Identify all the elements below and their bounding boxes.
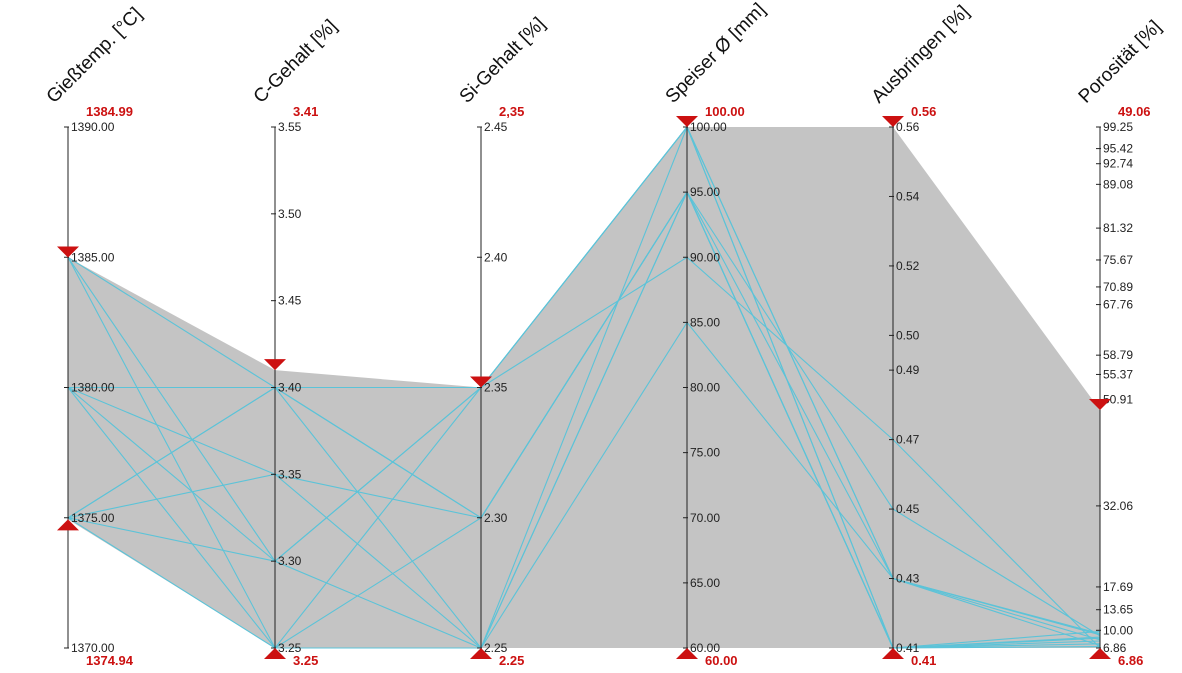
range-bottom-handle-giesstemp[interactable]	[57, 519, 79, 531]
tick-label: 0.47	[896, 433, 920, 447]
tick-label: 1370.00	[71, 641, 115, 655]
tick-label: 0.41	[896, 641, 920, 655]
axis-title-giesstemp: Gießtemp. [°C]	[43, 4, 147, 108]
range-bottom-handle-speiser[interactable]	[676, 648, 698, 659]
tick-label: 3.25	[278, 641, 302, 655]
axis-title-si-gehalt: Si-Gehalt [%]	[456, 14, 550, 108]
range-top-label-si-gehalt: 2,35	[499, 104, 524, 119]
range-top-label-c-gehalt: 3.41	[293, 104, 318, 119]
tick-label: 95.42	[1103, 142, 1133, 156]
range-top-label-speiser: 100.00	[705, 104, 745, 119]
record-line-12[interactable]	[67, 190, 1101, 649]
axis-title-porositaet: Porosität [%]	[1075, 17, 1166, 108]
tick-label: 2.35	[484, 381, 508, 395]
axis-title-c-gehalt: C-Gehalt [%]	[250, 16, 342, 108]
tick-label: 81.32	[1103, 221, 1133, 235]
tick-label: 2.40	[484, 250, 508, 264]
tick-label: 0.54	[896, 189, 920, 203]
axes-layer: 1390.001385.001380.001375.001370.003.553…	[64, 120, 1133, 655]
tick-label: 80.00	[690, 381, 720, 395]
tick-label: 1380.00	[71, 381, 115, 395]
tick-label: 1375.00	[71, 511, 115, 525]
range-top-handle-speiser[interactable]	[676, 116, 698, 127]
tick-label: 60.00	[690, 641, 720, 655]
tick-label: 99.25	[1103, 120, 1133, 134]
tick-label: 50.91	[1103, 393, 1133, 407]
axis-ausbringen: 0.56 0.54 0.52 0.50 0.49 0.47 0.45 0.43 0.41	[889, 120, 920, 655]
tick-label: 3.40	[278, 381, 302, 395]
range-bottom-handle-ausbringen[interactable]	[882, 648, 904, 659]
selection-band-segment-2	[275, 370, 481, 648]
range-top-handle-c-gehalt[interactable]	[264, 359, 286, 371]
tick-label: 75.67	[1103, 253, 1133, 267]
tick-label: 67.76	[1103, 298, 1133, 312]
tick-label: 3.50	[278, 207, 302, 221]
range-top-label-ausbringen: 0.56	[911, 104, 936, 119]
tick-label: 89.08	[1103, 177, 1133, 191]
range-bottom-handle-si-gehalt[interactable]	[470, 648, 492, 659]
range-bottom-handle-c-gehalt[interactable]	[264, 648, 286, 659]
tick-label: 3.55	[278, 120, 302, 134]
range-top-label-giesstemp: 1384.99	[86, 104, 133, 119]
axis-speiser: 100.00 95.00 90.00 85.00 80.00 75.00 70.00 65.0…	[683, 120, 727, 655]
record-line-6[interactable]	[67, 256, 1101, 649]
range-bottom-handle-porositaet[interactable]	[1089, 648, 1111, 659]
range-bottom-label-c-gehalt: 3.25	[293, 653, 318, 668]
tick-label: 0.52	[896, 259, 920, 273]
tick-label: 100.00	[690, 120, 727, 134]
range-top-handle-si-gehalt[interactable]	[470, 376, 492, 388]
axis-title-ausbringen: Ausbringen [%]	[868, 2, 974, 108]
tick-label: 3.30	[278, 554, 302, 568]
range-bottom-label-porositaet: 6.86	[1118, 653, 1143, 668]
tick-label: 58.79	[1103, 348, 1133, 362]
tick-label: 17.69	[1103, 580, 1133, 594]
axis-giesstemp: 1390.00 1385.00 1380.00 1375.00 1370.00	[64, 120, 115, 655]
axis-c-gehalt: 3.55 3.50 3.45 3.40 3.35 3.30 3.25	[271, 120, 302, 655]
tick-label: 3.45	[278, 294, 302, 308]
tick-label: 10.00	[1103, 623, 1133, 637]
axis-title-speiser: Speiser Ø [mm]	[662, 0, 770, 108]
range-bottom-label-speiser: 60.00	[705, 653, 738, 668]
tick-label: 0.45	[896, 502, 920, 516]
tick-label: 6.86	[1103, 641, 1127, 655]
tick-label: 0.43	[896, 572, 920, 586]
tick-label: 0.56	[896, 120, 920, 134]
range-markers-layer: 1384.99 1374.94 3.41 3.25 2,35 2.25 100.00 60.0…	[57, 104, 1151, 668]
range-bottom-label-si-gehalt: 2.25	[499, 653, 524, 668]
record-lines-layer	[67, 125, 1101, 650]
tick-label: 2.25	[484, 641, 508, 655]
tick-label: 90.00	[690, 250, 720, 264]
tick-label: 2.45	[484, 120, 508, 134]
tick-label: 70.89	[1103, 280, 1133, 294]
record-line-10[interactable]	[67, 125, 1101, 649]
tick-label: 0.50	[896, 328, 920, 342]
tick-label: 85.00	[690, 315, 720, 329]
tick-label: 3.35	[278, 467, 302, 481]
axis-titles-layer: Gießtemp. [°C] C-Gehalt [%] Si-Gehalt [%] S…	[43, 0, 1166, 108]
tick-label: 75.00	[690, 446, 720, 460]
range-top-handle-ausbringen[interactable]	[882, 116, 904, 127]
tick-label: 1390.00	[71, 120, 115, 134]
range-bottom-label-giesstemp: 1374.94	[86, 653, 134, 668]
range-top-handle-giesstemp[interactable]	[57, 246, 79, 258]
tick-label: 0.49	[896, 363, 920, 377]
tick-label: 2.30	[484, 511, 508, 525]
tick-label: 95.00	[690, 185, 720, 199]
range-top-label-porositaet: 49.06	[1118, 104, 1151, 119]
tick-label: 32.06	[1103, 499, 1133, 513]
range-bottom-label-ausbringen: 0.41	[911, 653, 936, 668]
range-top-handle-porositaet[interactable]	[1089, 399, 1111, 411]
tick-label: 65.00	[690, 576, 720, 590]
selection-band-segment-5	[893, 127, 1100, 648]
record-line-9[interactable]	[67, 321, 1101, 649]
tick-label: 1385.00	[71, 250, 115, 264]
tick-label: 13.65	[1103, 603, 1133, 617]
tick-label: 55.37	[1103, 367, 1133, 381]
tick-label: 70.00	[690, 511, 720, 525]
tick-label: 92.74	[1103, 157, 1133, 171]
